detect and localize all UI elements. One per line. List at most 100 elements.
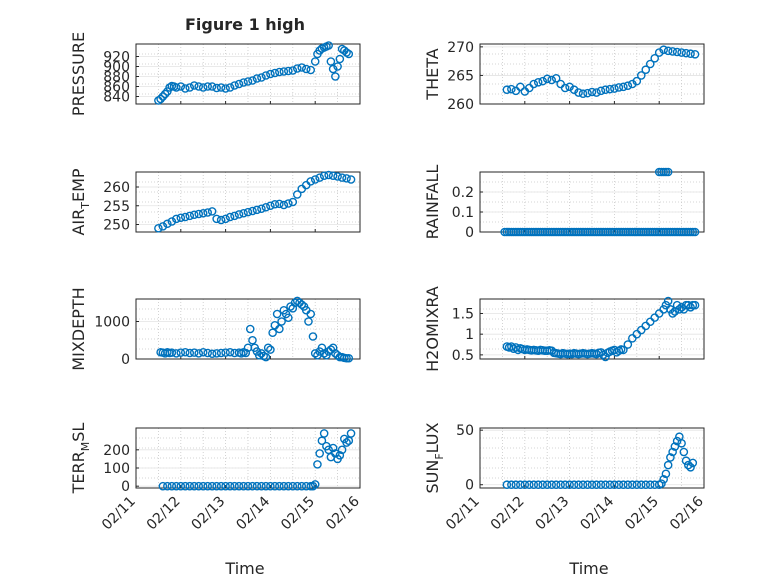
y-axis-label: SUNFLUX	[423, 422, 446, 493]
data-point	[185, 83, 195, 92]
data-point	[225, 212, 235, 222]
data-point	[207, 82, 217, 91]
data-point	[686, 49, 695, 59]
data-point	[160, 89, 170, 99]
y-tick-label: 260	[103, 180, 130, 196]
data-point	[598, 350, 608, 360]
data-point	[538, 480, 548, 490]
data-point	[686, 302, 695, 312]
data-point	[225, 481, 235, 491]
data-point	[331, 449, 340, 458]
data-series	[154, 170, 356, 233]
data-point	[189, 81, 199, 90]
data-point	[306, 177, 316, 186]
data-point	[632, 480, 642, 490]
data-point	[511, 480, 521, 490]
data-point	[583, 480, 592, 490]
data-point	[266, 481, 275, 491]
data-point	[668, 447, 677, 457]
data-point	[623, 81, 633, 91]
data-point	[203, 82, 212, 91]
data-point	[533, 480, 543, 490]
data-point	[516, 480, 525, 490]
data-point	[176, 481, 186, 491]
data-point	[239, 78, 248, 87]
data-point	[632, 76, 642, 86]
data-point	[547, 75, 556, 85]
data-point	[337, 173, 347, 182]
data-point	[663, 296, 673, 306]
data-point	[189, 481, 199, 491]
data-point	[596, 480, 606, 490]
data-point	[328, 343, 338, 353]
data-point	[610, 84, 619, 93]
data-point	[342, 174, 351, 183]
data-point	[252, 481, 262, 491]
data-point	[310, 480, 320, 489]
data-point	[212, 349, 221, 358]
data-point	[538, 76, 548, 86]
data-point	[172, 481, 181, 491]
data-point	[628, 480, 637, 490]
data-point	[284, 66, 293, 76]
data-point	[317, 343, 327, 353]
data-point	[252, 74, 262, 83]
data-point	[266, 69, 275, 79]
y-axis-label-rest: LUX	[423, 422, 442, 453]
data-point	[203, 348, 212, 358]
data-point	[156, 94, 165, 104]
data-point	[672, 47, 682, 57]
grid-lines	[480, 44, 704, 104]
data-point	[565, 480, 574, 490]
data-point	[556, 480, 565, 490]
axes-box	[135, 298, 361, 360]
grid-lines	[136, 44, 360, 104]
data-point	[614, 83, 624, 92]
axes-box	[135, 427, 361, 489]
y-axis-label: MIXDEPTH	[69, 287, 88, 370]
data-point	[569, 480, 579, 490]
y-axis-label-rest: EMP	[69, 168, 88, 202]
y-tick-label: 880	[103, 70, 130, 86]
data-point	[172, 83, 181, 92]
data-point	[194, 209, 204, 219]
data-point	[542, 480, 552, 490]
data-point	[158, 481, 168, 491]
data-point	[234, 79, 244, 89]
data-point	[243, 481, 253, 491]
data-point	[292, 190, 302, 199]
data-point	[268, 328, 277, 338]
data-point	[641, 65, 651, 75]
data-point	[288, 66, 298, 75]
data-point	[328, 64, 338, 74]
data-point	[524, 480, 534, 490]
data-point	[279, 67, 289, 76]
data-point	[167, 348, 177, 357]
data-point	[650, 53, 660, 63]
data-point	[657, 479, 666, 488]
data-point	[275, 67, 284, 77]
data-point	[574, 480, 583, 490]
data-point	[275, 324, 284, 334]
data-point	[306, 65, 316, 75]
data-point	[308, 481, 318, 491]
data-point	[551, 480, 561, 490]
data-point	[266, 345, 275, 354]
data-series	[154, 41, 354, 105]
data-point	[346, 429, 356, 438]
data-point	[317, 436, 327, 446]
data-point	[239, 481, 248, 491]
y-tick-label: 1.5	[452, 306, 474, 322]
data-point	[248, 76, 257, 85]
data-point	[319, 429, 329, 438]
data-point	[243, 207, 253, 217]
y-tick-label: 0.1	[452, 205, 474, 221]
y-tick-label: 0	[465, 225, 474, 241]
data-point	[324, 170, 333, 180]
data-point	[636, 480, 646, 490]
data-point	[319, 171, 329, 181]
data-point	[189, 210, 199, 220]
data-point	[668, 47, 677, 56]
data-point	[335, 54, 345, 64]
